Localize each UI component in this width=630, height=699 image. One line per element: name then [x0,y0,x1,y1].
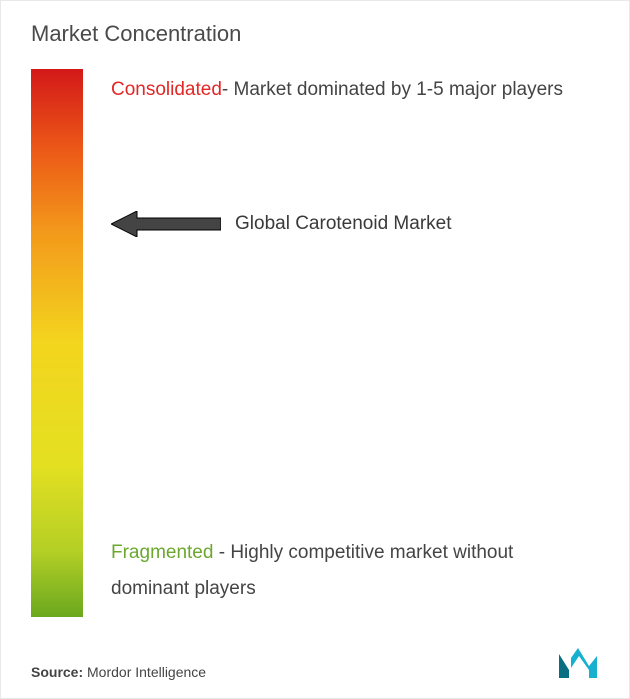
market-indicator-label: Global Carotenoid Market [235,213,452,235]
fragmented-description: Fragmented - Highly competitive market w… [111,535,589,607]
source-prefix: Source: [31,664,83,680]
arrow-left-icon [111,211,221,237]
source-citation: Source: Mordor Intelligence [31,664,206,680]
consolidated-text: - Market dominated by 1-5 major players [222,79,563,100]
chart-area: Consolidated- Market dominated by 1-5 ma… [31,69,599,629]
mordor-logo-icon [557,648,599,680]
consolidated-label: Consolidated [111,79,222,100]
source-name: Mordor Intelligence [87,664,206,680]
annotations: Consolidated- Market dominated by 1-5 ma… [111,69,589,617]
concentration-gradient-bar [31,69,83,617]
market-indicator: Global Carotenoid Market [111,211,589,237]
fragmented-label: Fragmented [111,542,213,563]
consolidated-description: Consolidated- Market dominated by 1-5 ma… [111,73,589,107]
footer: Source: Mordor Intelligence [31,648,599,680]
page-title: Market Concentration [31,21,599,47]
